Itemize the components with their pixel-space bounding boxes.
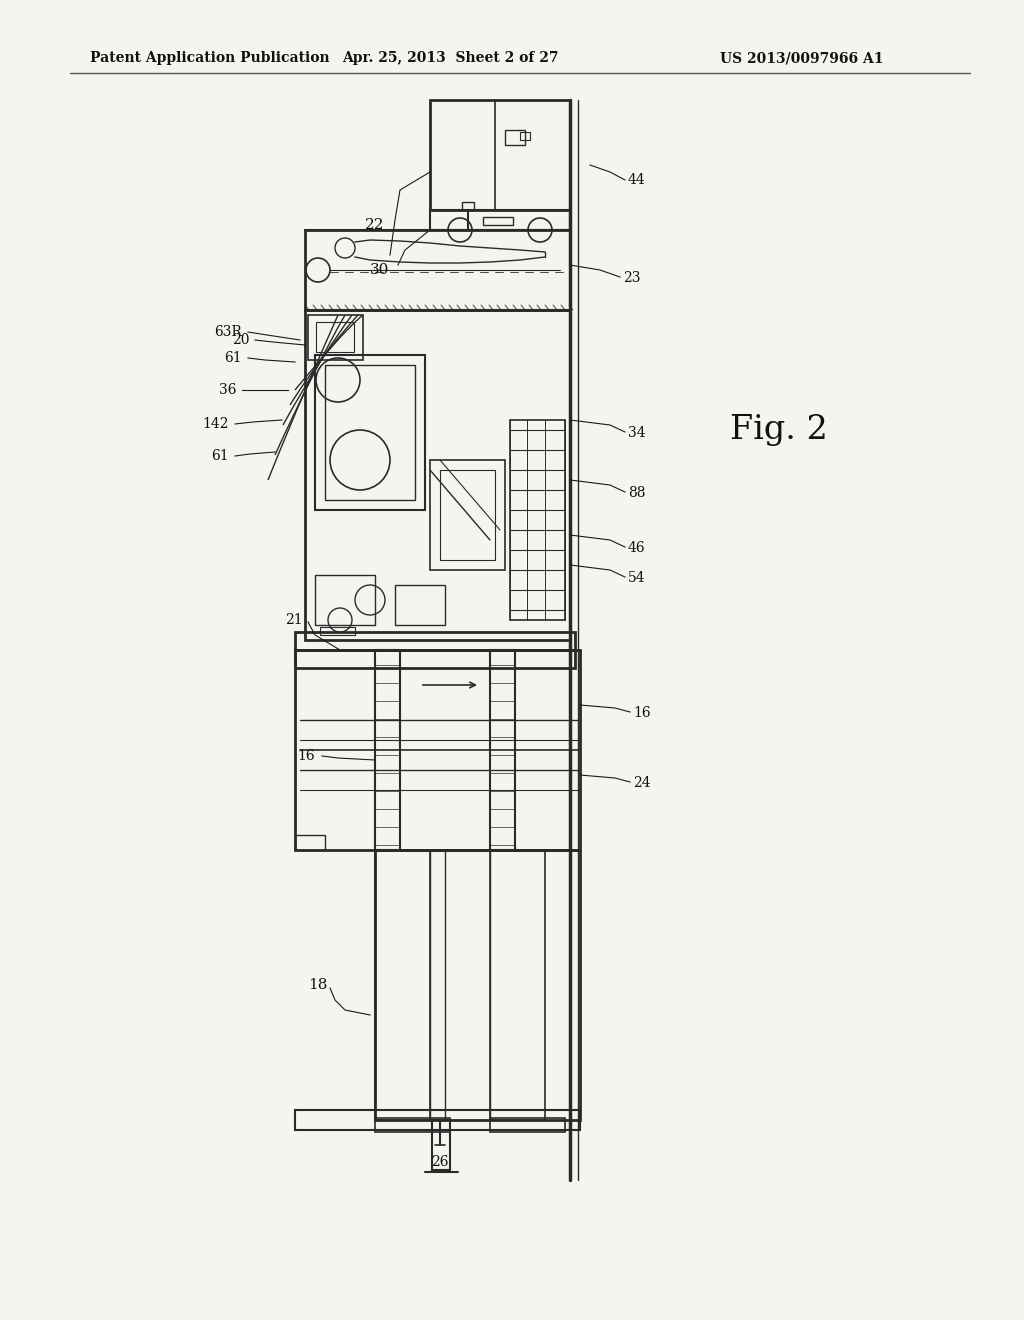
Bar (295, 836, 325, 850)
Bar (483, 216, 513, 224)
Bar (305, 230, 570, 310)
Text: 20: 20 (232, 333, 250, 347)
Text: 63R: 63R (214, 325, 242, 339)
Bar (316, 322, 354, 352)
Text: 26: 26 (431, 1155, 449, 1170)
Text: Patent Application Publication: Patent Application Publication (90, 51, 330, 65)
Text: 61: 61 (211, 449, 229, 463)
Bar (375, 1118, 450, 1133)
Text: 24: 24 (633, 776, 650, 789)
Text: 34: 34 (628, 426, 645, 440)
Bar (315, 355, 425, 510)
Bar (325, 366, 415, 500)
Text: 16: 16 (633, 706, 650, 719)
Bar (395, 585, 445, 624)
Bar (295, 649, 580, 850)
Text: 36: 36 (218, 383, 236, 397)
Bar (305, 310, 570, 640)
Text: 16: 16 (297, 748, 315, 763)
Text: Fig. 2: Fig. 2 (730, 414, 827, 446)
Text: 21: 21 (285, 612, 303, 627)
Bar (375, 850, 430, 1119)
Text: 18: 18 (308, 978, 328, 993)
Bar (520, 132, 530, 140)
Text: 22: 22 (365, 218, 384, 232)
Bar (490, 649, 515, 850)
Bar (490, 1118, 565, 1133)
Text: 54: 54 (628, 572, 645, 585)
Text: 23: 23 (623, 271, 640, 285)
Bar (375, 850, 580, 1119)
Bar (319, 627, 355, 635)
Bar (462, 202, 474, 210)
Bar (430, 459, 505, 570)
Bar (315, 576, 375, 624)
Bar (490, 850, 545, 1119)
Bar (295, 632, 575, 649)
Bar (440, 470, 495, 560)
Text: 142: 142 (203, 417, 229, 432)
Bar (295, 1110, 580, 1130)
Bar (430, 100, 570, 210)
Text: 44: 44 (628, 173, 646, 187)
Bar (375, 649, 400, 850)
Bar (432, 1119, 450, 1170)
Text: Apr. 25, 2013  Sheet 2 of 27: Apr. 25, 2013 Sheet 2 of 27 (342, 51, 558, 65)
Bar (295, 649, 575, 668)
Bar (505, 129, 525, 145)
Text: US 2013/0097966 A1: US 2013/0097966 A1 (720, 51, 884, 65)
Text: 30: 30 (370, 263, 389, 277)
Bar (430, 210, 570, 230)
Bar (308, 315, 362, 360)
Text: 46: 46 (628, 541, 645, 554)
Text: 88: 88 (628, 486, 645, 500)
Bar (510, 420, 565, 620)
Text: 61: 61 (224, 351, 242, 366)
